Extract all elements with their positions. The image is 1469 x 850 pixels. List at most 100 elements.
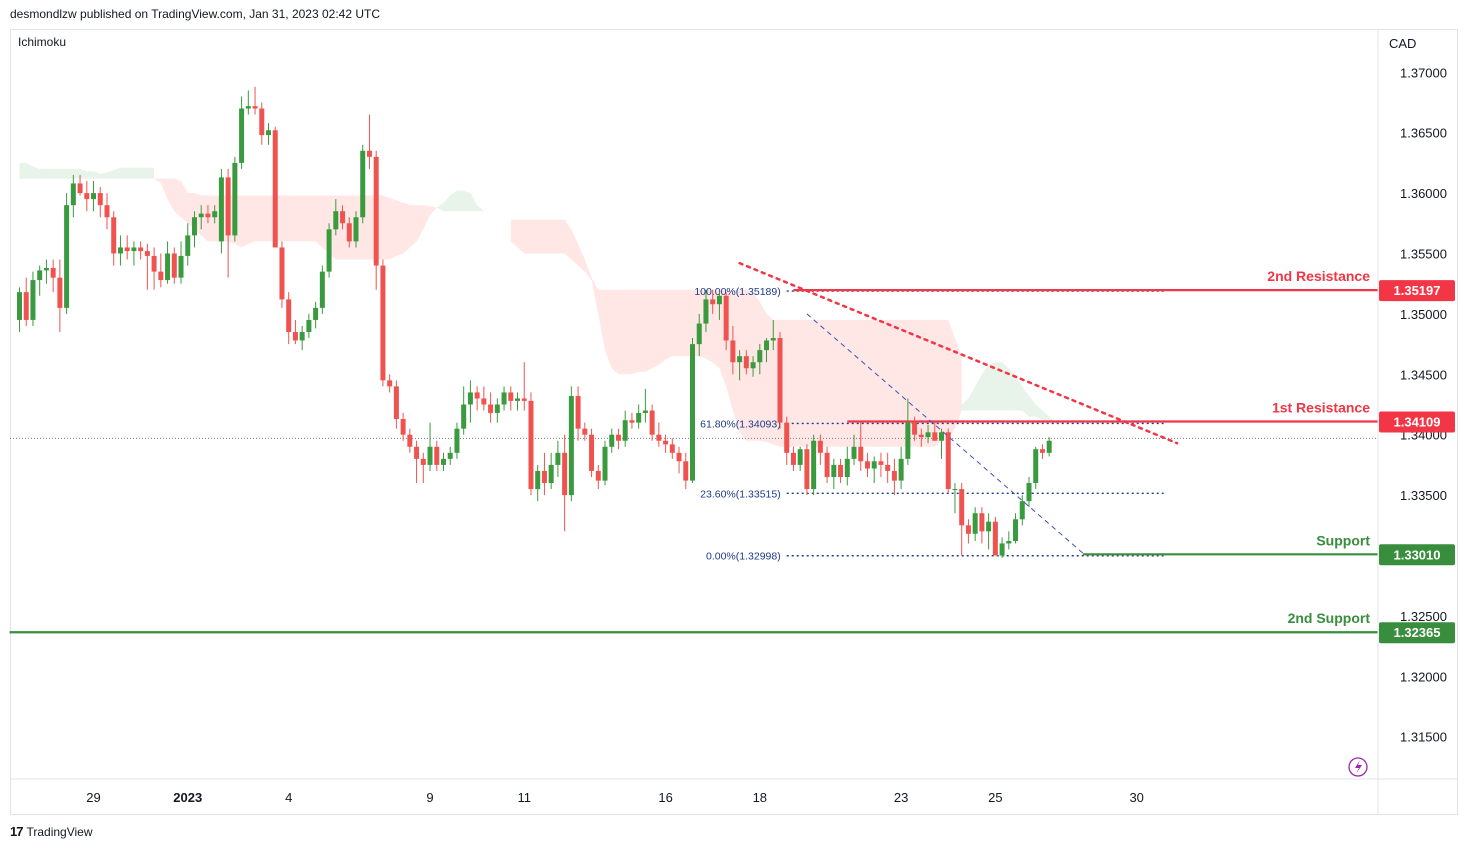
candle (508, 386, 514, 411)
x-tick-label: 29 (86, 790, 100, 805)
candle (165, 241, 171, 284)
descending-trendline (738, 261, 1179, 445)
candle (1026, 476, 1032, 508)
candle (225, 168, 231, 278)
y-tick-label: 1.32000 (1400, 669, 1447, 684)
candle-body (885, 464, 891, 471)
candle-body (131, 247, 137, 252)
candle-body (1006, 541, 1012, 544)
candle (575, 386, 581, 441)
candle-body (191, 217, 197, 236)
candle-body (353, 217, 359, 242)
candle (313, 301, 319, 329)
candle (804, 444, 810, 496)
candle-body (831, 464, 837, 477)
cloud-segment-6 (564, 219, 632, 375)
candle-body (366, 150, 372, 157)
candle-body (165, 253, 171, 281)
price-tag (1379, 622, 1455, 644)
candle-body (407, 434, 413, 447)
candle-body (158, 271, 164, 281)
candle-body (447, 452, 453, 459)
candle-body (743, 356, 749, 369)
lightning-icon[interactable] (1348, 757, 1368, 777)
candle-body (541, 470, 547, 484)
candle (252, 86, 258, 115)
cloud-segment-3 (382, 195, 437, 260)
candle (454, 422, 460, 459)
candle (656, 422, 662, 447)
candle-body (575, 396, 581, 429)
candle (84, 181, 90, 212)
candle-body (891, 470, 897, 481)
level-labels: 2nd Resistance 1.35197 1st Resistance 1.341… (1267, 268, 1455, 644)
candle-body (440, 458, 446, 465)
candle-body (797, 449, 803, 465)
candle-body (279, 247, 285, 300)
candle (986, 513, 992, 550)
candle-body (481, 398, 487, 405)
fib-level-label: 23.60%(1.33515) (700, 488, 781, 500)
y-tick-label: 1.36000 (1400, 186, 1447, 201)
candle (555, 440, 561, 477)
candle-body (387, 380, 393, 387)
candle (91, 181, 97, 212)
candle (353, 211, 359, 248)
trend-overlays (738, 261, 1179, 554)
candle-body (965, 525, 971, 534)
candle (838, 458, 844, 484)
candle-body (770, 338, 776, 341)
candle (965, 519, 971, 544)
candle-body (37, 270, 43, 281)
candle-body (912, 422, 918, 435)
candle-body (723, 295, 729, 341)
candle (972, 507, 978, 542)
candle (770, 319, 776, 351)
candle-body (864, 461, 870, 469)
candle-body (252, 106, 258, 109)
candle (541, 452, 547, 496)
candle (723, 292, 729, 351)
candle (649, 404, 655, 441)
candle (831, 458, 837, 490)
candle-body (30, 280, 36, 320)
candle (817, 434, 823, 465)
candle-body (811, 440, 817, 490)
candle (582, 422, 588, 441)
price-tag (1379, 411, 1455, 433)
candle (245, 90, 251, 115)
y-tick-label: 1.33500 (1400, 488, 1447, 503)
candle (340, 205, 346, 230)
candle-body (218, 177, 224, 242)
y-tick-label: 1.35500 (1400, 246, 1447, 261)
price-tag-label: 1.34109 (1394, 415, 1441, 430)
candle (481, 386, 487, 411)
price-tag (1379, 280, 1455, 302)
candle-body (999, 543, 1005, 556)
candle-body (817, 440, 823, 453)
candle (589, 428, 595, 477)
candle-body (50, 267, 56, 278)
candle (212, 205, 218, 224)
candle-body (676, 452, 682, 462)
candle (286, 292, 292, 345)
candle (434, 440, 440, 471)
candle (185, 223, 191, 266)
candle-body (117, 247, 123, 254)
candle (467, 380, 473, 423)
candle (528, 392, 534, 496)
candle-body (245, 106, 251, 109)
candle-body (945, 432, 951, 490)
price-tag (1379, 544, 1455, 566)
candle (124, 235, 130, 260)
candle (871, 456, 877, 484)
candle (447, 446, 453, 465)
x-tick-label: 11 (518, 790, 532, 805)
candle-body (380, 265, 386, 381)
candle-body (716, 295, 722, 305)
candle (891, 458, 897, 496)
candle (232, 156, 238, 242)
candle (1046, 437, 1052, 457)
candle (851, 434, 857, 465)
